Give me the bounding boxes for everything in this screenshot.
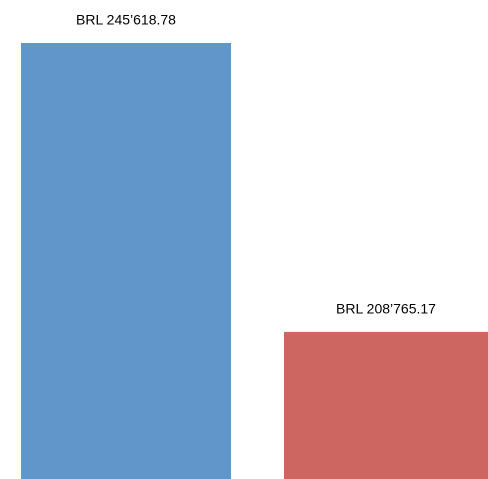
bar xyxy=(21,42,231,479)
data-label: BRL 245’618.78 xyxy=(76,12,176,28)
data-label: BRL 208’765.17 xyxy=(336,301,436,317)
bar xyxy=(284,331,488,479)
